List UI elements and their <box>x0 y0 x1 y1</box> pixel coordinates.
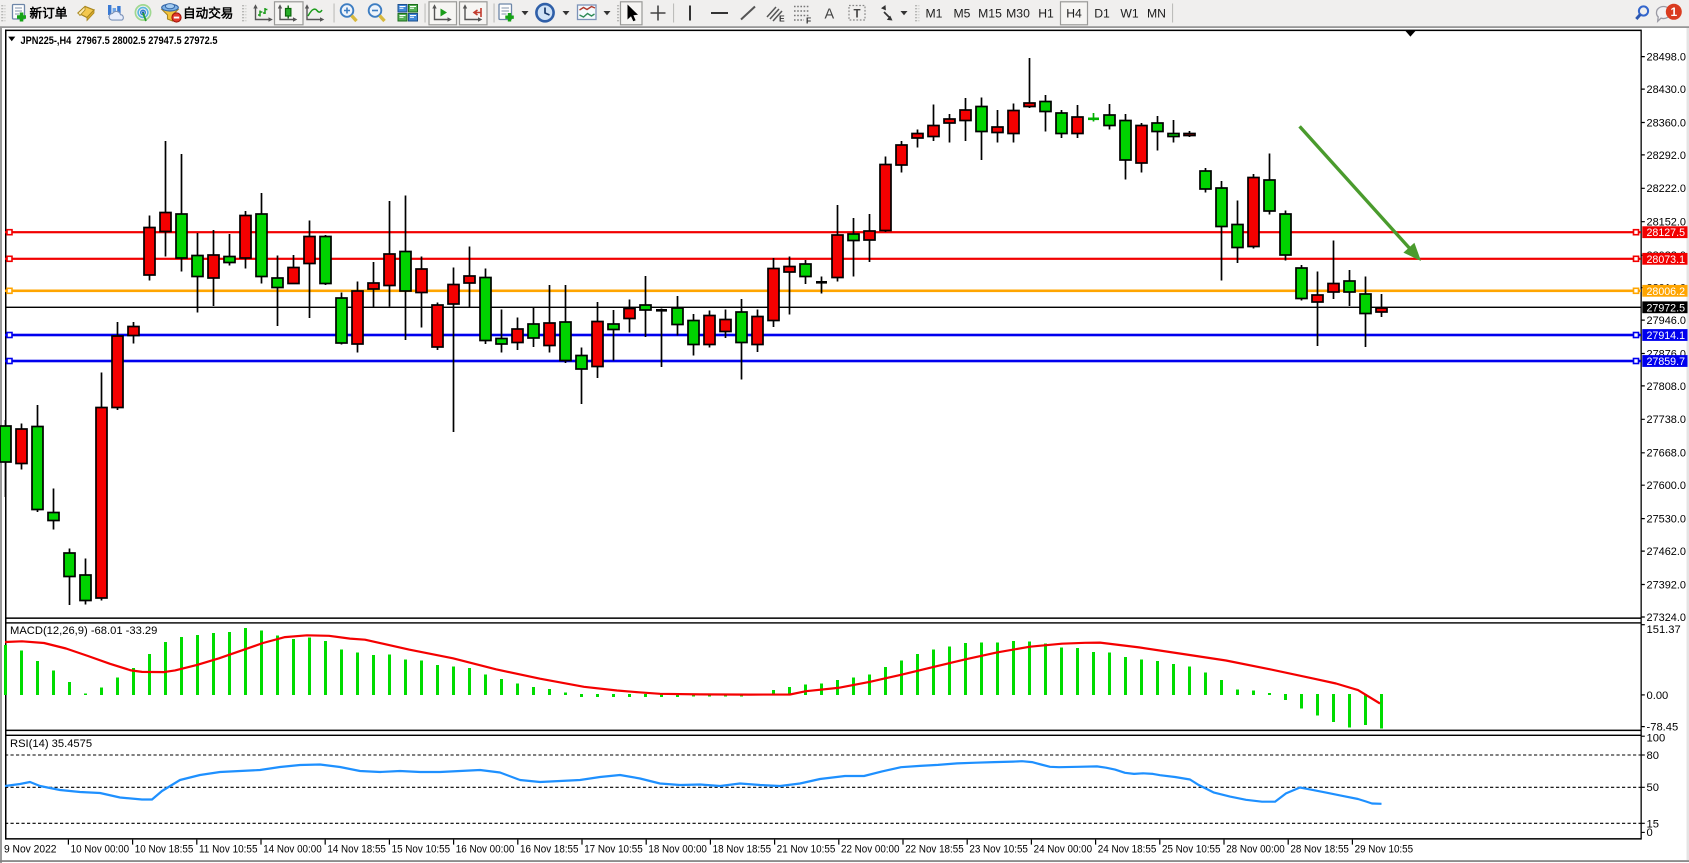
svg-text:15 Nov 10:55: 15 Nov 10:55 <box>392 843 451 855</box>
svg-text:14 Nov 00:00: 14 Nov 00:00 <box>263 843 322 855</box>
svg-text:28006.2: 28006.2 <box>1647 286 1686 298</box>
svg-text:27808.0: 27808.0 <box>1647 381 1687 393</box>
svg-text:9 Nov 2022: 9 Nov 2022 <box>4 843 57 855</box>
svg-text:27946.0: 27946.0 <box>1647 315 1687 327</box>
svg-text:F: F <box>806 16 811 26</box>
svg-text:23 Nov 10:55: 23 Nov 10:55 <box>969 843 1028 855</box>
svg-text:28152.0: 28152.0 <box>1647 217 1687 229</box>
svg-text:27462.0: 27462.0 <box>1647 546 1687 558</box>
svg-text:21 Nov 10:55: 21 Nov 10:55 <box>777 843 836 855</box>
svg-text:H1: H1 <box>1038 6 1054 20</box>
svg-text:18 Nov 00:00: 18 Nov 00:00 <box>648 843 707 855</box>
svg-text:0.00: 0.00 <box>1647 690 1669 702</box>
svg-text:28292.0: 28292.0 <box>1647 150 1687 162</box>
svg-text:22 Nov 18:55: 22 Nov 18:55 <box>905 843 964 855</box>
svg-text:D1: D1 <box>1094 6 1110 20</box>
svg-text:14 Nov 18:55: 14 Nov 18:55 <box>327 843 386 855</box>
svg-text:29 Nov 10:55: 29 Nov 10:55 <box>1355 843 1414 855</box>
svg-text:17 Nov 10:55: 17 Nov 10:55 <box>584 843 643 855</box>
svg-text:27972.5: 27972.5 <box>1647 302 1686 314</box>
svg-text:0: 0 <box>1647 827 1653 839</box>
svg-text:80: 80 <box>1647 750 1659 762</box>
svg-text:M1: M1 <box>926 6 943 20</box>
svg-text:22 Nov 00:00: 22 Nov 00:00 <box>841 843 900 855</box>
svg-text:28498.0: 28498.0 <box>1647 52 1687 64</box>
svg-text:28127.5: 28127.5 <box>1647 227 1686 239</box>
svg-text:16 Nov 00:00: 16 Nov 00:00 <box>456 843 515 855</box>
svg-text:1: 1 <box>1670 5 1677 19</box>
svg-text:24 Nov 00:00: 24 Nov 00:00 <box>1034 843 1093 855</box>
svg-text:M15: M15 <box>978 6 1002 20</box>
svg-text:M30: M30 <box>1006 6 1030 20</box>
svg-text:M5: M5 <box>954 6 971 20</box>
svg-text:H4: H4 <box>1066 6 1082 20</box>
svg-text:自动交易: 自动交易 <box>183 6 233 21</box>
svg-text:28430.0: 28430.0 <box>1647 84 1687 96</box>
svg-text:11 Nov 10:55: 11 Nov 10:55 <box>199 843 258 855</box>
svg-text:27530.0: 27530.0 <box>1647 514 1687 526</box>
svg-text:100: 100 <box>1647 732 1666 744</box>
svg-text:MN: MN <box>1147 6 1166 20</box>
svg-text:JPN225-,H4 27967.5 28002.5 27: JPN225-,H4 27967.5 28002.5 27947.5 27972… <box>21 35 218 47</box>
svg-text:RSI(14) 35.4575: RSI(14) 35.4575 <box>10 738 92 750</box>
svg-text:E: E <box>779 14 785 24</box>
svg-text:W1: W1 <box>1120 6 1139 20</box>
svg-text:24 Nov 18:55: 24 Nov 18:55 <box>1098 843 1157 855</box>
svg-text:新订单: 新订单 <box>30 6 68 21</box>
svg-text:10 Nov 18:55: 10 Nov 18:55 <box>135 843 194 855</box>
svg-text:28073.1: 28073.1 <box>1647 254 1686 266</box>
svg-text:28222.0: 28222.0 <box>1647 183 1687 195</box>
svg-text:16 Nov 18:55: 16 Nov 18:55 <box>520 843 579 855</box>
svg-text:28 Nov 00:00: 28 Nov 00:00 <box>1226 843 1285 855</box>
svg-text:27859.7: 27859.7 <box>1647 356 1686 368</box>
svg-text:A: A <box>825 7 835 23</box>
svg-text:T: T <box>854 9 861 21</box>
svg-text:28360.0: 28360.0 <box>1647 117 1687 129</box>
svg-text:151.37: 151.37 <box>1647 624 1681 636</box>
svg-text:27668.0: 27668.0 <box>1647 448 1687 460</box>
svg-text:-78.45: -78.45 <box>1647 722 1679 734</box>
svg-text:15: 15 <box>1647 818 1659 830</box>
svg-text:MACD(12,26,9) -68.01 -33.29: MACD(12,26,9) -68.01 -33.29 <box>10 625 157 637</box>
svg-text:27738.0: 27738.0 <box>1647 414 1687 426</box>
svg-text:27914.1: 27914.1 <box>1647 330 1686 342</box>
svg-text:25 Nov 10:55: 25 Nov 10:55 <box>1162 843 1221 855</box>
svg-text:27392.0: 27392.0 <box>1647 579 1687 591</box>
svg-text:27600.0: 27600.0 <box>1647 480 1687 492</box>
svg-text:28 Nov 18:55: 28 Nov 18:55 <box>1290 843 1349 855</box>
svg-text:18 Nov 18:55: 18 Nov 18:55 <box>713 843 772 855</box>
svg-text:50: 50 <box>1647 782 1659 794</box>
svg-text:27324.0: 27324.0 <box>1647 612 1687 624</box>
svg-text:10 Nov 00:00: 10 Nov 00:00 <box>71 843 130 855</box>
